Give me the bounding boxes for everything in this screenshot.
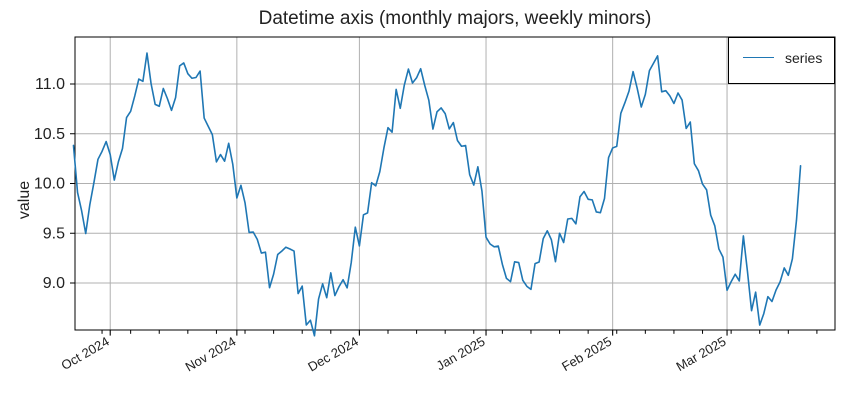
svg-text:9.0: 9.0: [43, 275, 65, 292]
svg-text:11.0: 11.0: [35, 76, 65, 93]
svg-text:10.5: 10.5: [34, 126, 65, 143]
svg-text:10.0: 10.0: [34, 176, 65, 193]
svg-text:9.5: 9.5: [43, 225, 65, 242]
